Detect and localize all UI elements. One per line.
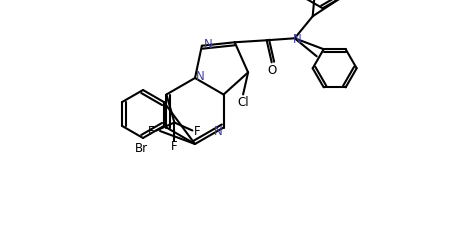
- Text: N: N: [195, 69, 204, 82]
- Text: Cl: Cl: [237, 95, 248, 109]
- Text: F: F: [171, 139, 177, 152]
- Text: Br: Br: [134, 142, 147, 155]
- Text: N: N: [293, 33, 301, 46]
- Text: O: O: [267, 63, 275, 76]
- Text: F: F: [194, 124, 200, 137]
- Text: N: N: [214, 124, 223, 137]
- Text: F: F: [148, 124, 154, 137]
- Text: N: N: [203, 38, 212, 51]
